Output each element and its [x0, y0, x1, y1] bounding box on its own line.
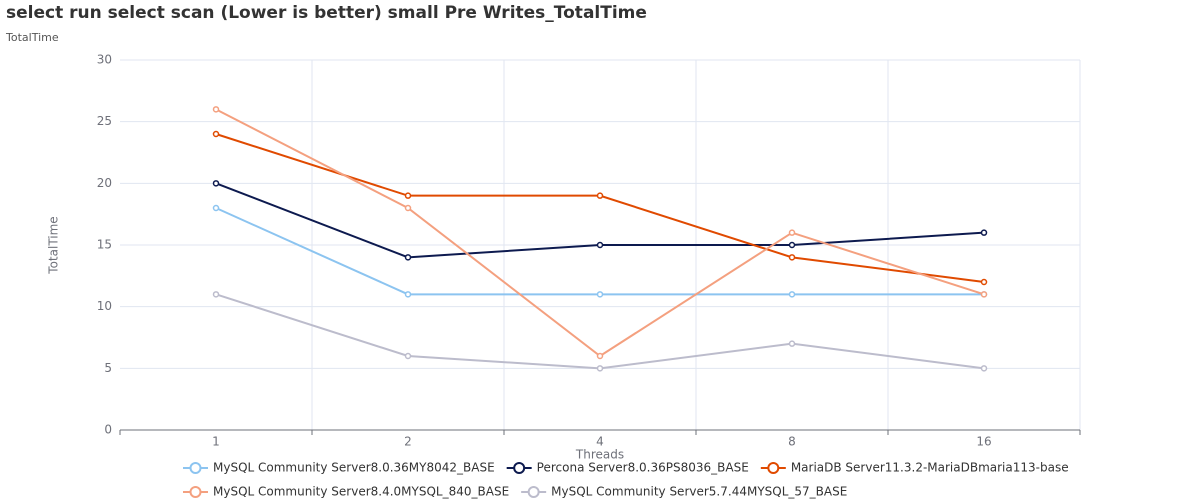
data-point	[212, 291, 220, 298]
legend-marker	[189, 486, 202, 498]
x-tick-label: 16	[976, 435, 991, 449]
data-point	[596, 291, 604, 298]
data-point	[980, 229, 988, 236]
x-tick-label: 4	[596, 435, 604, 449]
legend-label: MySQL Community Server8.0.36MY8042_BASE	[213, 461, 495, 475]
legend-marker	[513, 462, 526, 474]
data-point	[212, 204, 220, 212]
x-tick-label: 2	[404, 435, 412, 449]
legend-item: MariaDB Server11.3.2-MariaDBmaria113-bas…	[760, 461, 1069, 475]
legend-marker	[527, 486, 540, 498]
chart-title: select run select scan (Lower is better)…	[6, 3, 647, 23]
chart-subtitle: TotalTime	[5, 31, 59, 44]
data-point	[980, 278, 988, 286]
data-point	[404, 291, 412, 298]
legend-label: MySQL Community Server8.4.0MYSQL_840_BAS…	[213, 485, 509, 499]
y-tick-label: 30	[97, 53, 112, 67]
legend-label: MariaDB Server11.3.2-MariaDBmaria113-bas…	[791, 461, 1069, 475]
data-point	[404, 352, 412, 360]
y-tick-label: 20	[97, 176, 112, 190]
y-tick-label: 15	[97, 238, 112, 252]
x-tick-label: 1	[212, 435, 220, 449]
data-point	[596, 365, 604, 372]
data-point	[788, 229, 796, 236]
series-line	[215, 207, 984, 296]
data-point	[788, 291, 796, 298]
legend-item: MySQL Community Server8.0.36MY8042_BASE	[183, 461, 495, 475]
legend-item: MySQL Community Server8.4.0MYSQL_840_BAS…	[183, 485, 509, 499]
x-axis-label: Threads	[575, 448, 624, 462]
data-point	[404, 254, 412, 261]
data-point	[980, 291, 988, 298]
data-point	[980, 365, 988, 372]
legend-item: Percona Server8.0.36PS8036_BASE	[506, 461, 749, 475]
y-tick-label: 10	[97, 299, 112, 313]
data-point	[788, 241, 796, 249]
data-point	[404, 204, 412, 212]
data-point	[212, 130, 220, 138]
legend-marker	[189, 462, 202, 474]
data-point	[212, 106, 220, 113]
y-tick-label: 5	[104, 361, 112, 375]
data-point	[404, 192, 412, 199]
data-point	[212, 180, 220, 187]
x-tick-label: 8	[788, 435, 796, 449]
legend-marker	[767, 462, 780, 474]
data-point	[596, 352, 604, 360]
y-axis-label: TotalTime	[47, 216, 61, 274]
data-point	[596, 241, 604, 249]
legend-item: MySQL Community Server5.7.44MYSQL_57_BAS…	[521, 485, 847, 499]
y-tick-label: 25	[97, 114, 112, 128]
data-point	[788, 254, 796, 261]
y-tick-label: 0	[104, 423, 112, 437]
legend-label: MySQL Community Server5.7.44MYSQL_57_BAS…	[551, 485, 847, 499]
data-point	[788, 340, 796, 347]
legend-label: Percona Server8.0.36PS8036_BASE	[537, 461, 749, 475]
data-point	[596, 192, 604, 199]
series-line	[215, 108, 985, 358]
